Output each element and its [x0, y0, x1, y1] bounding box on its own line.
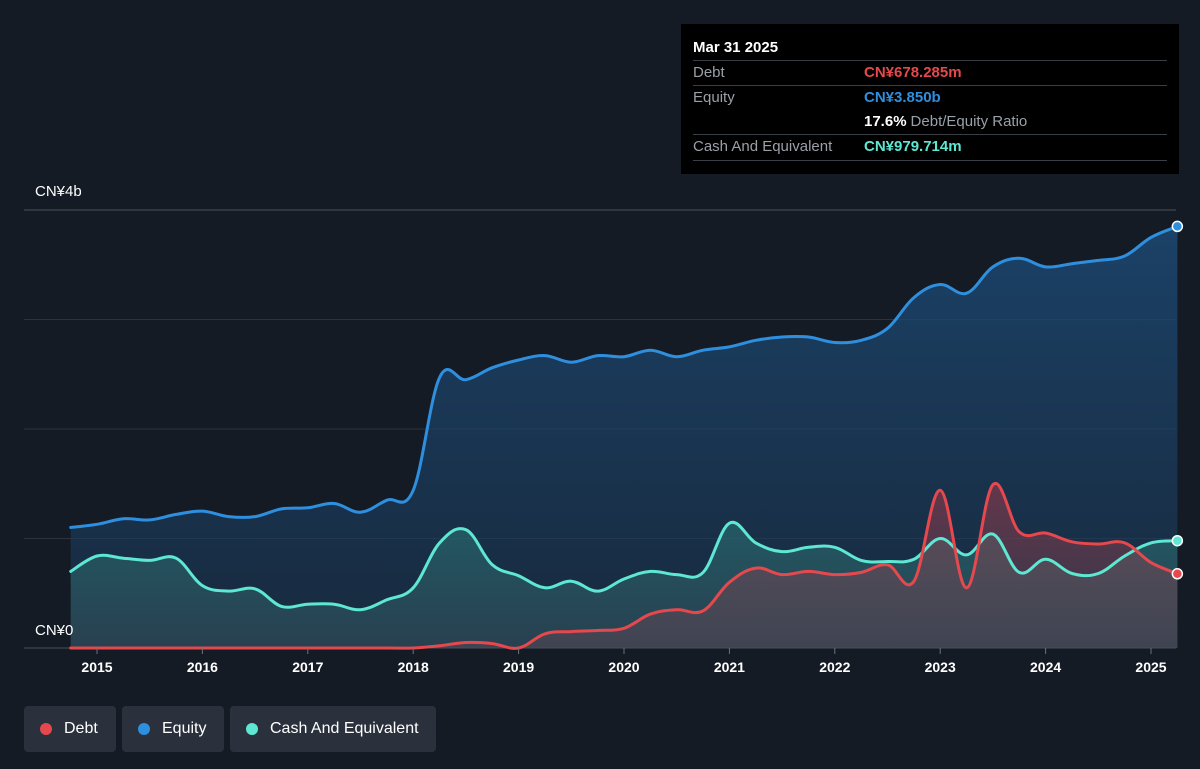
legend-item-equity[interactable]: Equity [122, 706, 224, 752]
series-lines [69, 224, 1179, 650]
x-tick-label: 2025 [1135, 659, 1166, 675]
tooltip-cash-row: Cash And Equivalent CN¥979.714m [693, 134, 1167, 159]
x-tick-label: 2017 [292, 659, 323, 675]
legend-dot-equity [138, 723, 150, 735]
tooltip-equity-row: Equity CN¥3.850b [693, 85, 1167, 110]
series-areas [70, 226, 1178, 649]
tooltip-cash-label: Cash And Equivalent [693, 138, 833, 155]
tooltip-equity-label: Equity [693, 89, 735, 106]
legend-item-cash[interactable]: Cash And Equivalent [230, 706, 436, 752]
tooltip-panel: Mar 31 2025 Debt CN¥678.285m Equity CN¥3… [681, 24, 1179, 174]
tooltip-debt-label: Debt [693, 64, 725, 81]
tooltip-ratio-row: 17.6% Debt/Equity Ratio [693, 110, 1167, 134]
series-end-markers [1171, 220, 1184, 580]
x-axis: 2015 2016 2017 2018 2019 2020 2021 2022 2023 2024… [81, 648, 1167, 675]
x-tick-label: 2018 [398, 659, 429, 675]
tooltip-date: Mar 31 2025 [693, 39, 779, 56]
y-axis-bottom-label: CN¥0 [35, 622, 74, 639]
tooltip-ratio-value: 17.6% [864, 113, 907, 130]
debt-area [70, 483, 1178, 649]
x-tick-label: 2022 [819, 659, 850, 675]
tooltip-divider [693, 160, 1167, 161]
tooltip-cash-value: CN¥979.714m [864, 138, 962, 155]
cash-end-marker [1171, 534, 1184, 547]
equity-area [70, 226, 1178, 648]
equity-end-marker [1171, 220, 1184, 233]
equity-line [69, 224, 1179, 529]
x-tick-label: 2020 [608, 659, 639, 675]
x-tick-label: 2019 [503, 659, 534, 675]
x-tick-label: 2024 [1030, 659, 1061, 675]
x-tick-label: 2023 [925, 659, 956, 675]
legend-label-debt: Debt [64, 720, 98, 737]
x-tick-label: 2021 [714, 659, 745, 675]
legend-item-debt[interactable]: Debt [24, 706, 116, 752]
tooltip-equity-value: CN¥3.850b [864, 89, 941, 106]
y-axis-top-label: CN¥4b [35, 183, 82, 200]
x-tick-label: 2015 [81, 659, 112, 675]
tooltip-debt-row: Debt CN¥678.285m [693, 60, 1167, 85]
legend-dot-cash [246, 723, 258, 735]
tooltip-ratio-text: Debt/Equity Ratio [910, 113, 1028, 130]
tooltip-debt-value: CN¥678.285m [864, 64, 962, 81]
x-tick-label: 2016 [187, 659, 218, 675]
legend-label-equity: Equity [162, 720, 207, 737]
debt-line [69, 481, 1179, 650]
debt-end-marker [1171, 568, 1184, 580]
cash-line [69, 520, 1179, 612]
legend-label-cash: Cash And Equivalent [270, 720, 419, 737]
tooltip-ratio: 17.6% Debt/Equity Ratio [864, 110, 1027, 134]
legend-dot-debt [40, 723, 52, 735]
